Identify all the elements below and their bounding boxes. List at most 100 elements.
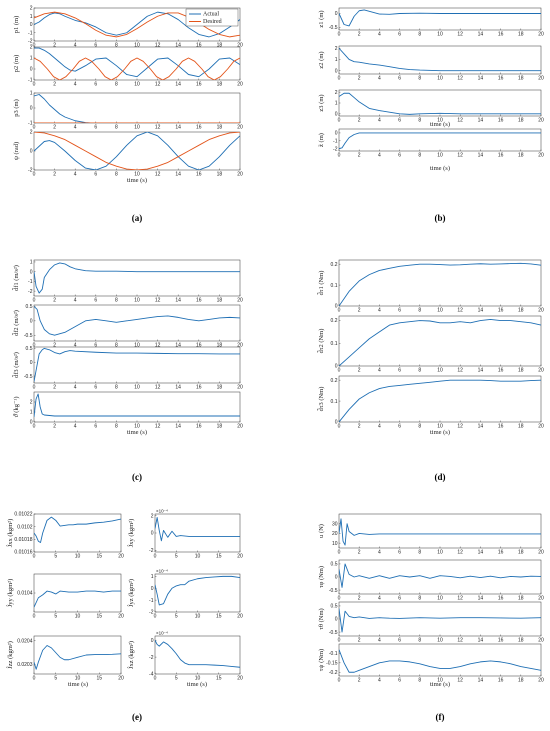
x-tick-label: 8 [115, 424, 118, 430]
axes-frame [33, 92, 241, 124]
x-tick-label: 20 [538, 638, 544, 644]
x-tick-label: 16 [498, 424, 504, 430]
x-tick-label: 18 [518, 308, 524, 314]
panel-label-f: (f) [436, 712, 445, 722]
x-tick-label: 4 [378, 153, 381, 159]
subplot-f-2: 0 2 4 6 8 10 12 14 16 18 20-0.500.5τφ (Nm) [318, 559, 544, 602]
series-line-actual [34, 645, 121, 670]
y-tick-label: -2 [333, 146, 338, 152]
x-tick-label: 12 [457, 118, 463, 124]
x-tick-label: 14 [478, 424, 484, 430]
subplot-c-3: 0 2 4 6 8 10 12 14 16 18 20-0.500.5d̂f3 (m/s²) [12, 346, 243, 390]
x-tick-label: 18 [217, 172, 223, 178]
series-line-actual [34, 590, 121, 608]
x-tick-label: 8 [418, 596, 421, 602]
x-tick-label: 20 [237, 676, 243, 682]
x-tick-label: 2 [358, 32, 361, 38]
x-tick-label: 15 [216, 676, 222, 682]
x-tick-label: 14 [478, 638, 484, 644]
x-tick-label: 10 [195, 676, 201, 682]
x-tick-label: 18 [518, 118, 524, 124]
x-tick-label: 0 [338, 153, 341, 159]
x-tick-label: 5 [175, 554, 178, 560]
x-tick-label: 8 [418, 76, 421, 82]
x-tick-label: 15 [216, 614, 222, 620]
x-tick-label: 0 [33, 676, 36, 682]
x-tick-label: 14 [175, 298, 181, 304]
y-tick-label: 20 [332, 531, 338, 537]
x-tick-label: 15 [216, 554, 222, 560]
x-tick-label: 18 [217, 385, 223, 391]
x-tick-label: 6 [94, 43, 97, 49]
axes-frame [338, 45, 542, 75]
x-tick-label: 20 [237, 424, 243, 430]
x-tick-label: 8 [115, 43, 118, 49]
x-tick-label: 2 [53, 82, 56, 88]
y-tick-label: -0.5 [24, 374, 33, 380]
x-tick-label: 2 [53, 125, 56, 131]
x-tick-label: 8 [115, 172, 118, 178]
y-tick-label: -2 [28, 289, 33, 295]
x-tick-label: 10 [195, 554, 201, 560]
x-tick-label: 0 [33, 614, 36, 620]
x-tick-label: 16 [196, 343, 202, 349]
x-tick-label: 0 [33, 554, 36, 560]
x-tick-label: 4 [74, 424, 77, 430]
y-tick-label: -0.5 [24, 333, 33, 339]
x-tick-label: 18 [518, 596, 524, 602]
series-line-actual [339, 318, 541, 366]
axes-frame [33, 259, 241, 297]
x-tick-label: 0 [338, 308, 341, 314]
y-axis-label: d̂τ1 (Nm) [317, 271, 325, 296]
series-line-actual [34, 393, 240, 418]
x-tick-label: 12 [155, 385, 161, 391]
x-tick-label: 0 [338, 424, 341, 430]
x-tick-label: 5 [54, 676, 57, 682]
x-tick-label: 20 [538, 678, 544, 684]
y-tick-label: 0 [335, 617, 338, 623]
x-tick-label: 4 [74, 125, 77, 131]
y-tick-label: 0 [151, 638, 154, 644]
axes-frame [338, 513, 542, 549]
x-tick-label: 14 [478, 76, 484, 82]
y-tick-label: 0.0104 [17, 591, 33, 597]
x-tick-label: 10 [134, 385, 140, 391]
axes-frame [154, 635, 241, 675]
axis-multiplier: ×10⁻⁴ [156, 509, 168, 514]
x-tick-label: 4 [378, 32, 381, 38]
y-tick-label: -1 [28, 279, 33, 285]
y-tick-label: -0.15 [326, 661, 338, 667]
x-tick-label: 0 [33, 298, 36, 304]
x-tick-label: 16 [196, 385, 202, 391]
x-axis-label-d: time (s) [430, 429, 450, 436]
axes-frame [33, 304, 241, 342]
y-tick-label: -4 [149, 672, 154, 678]
x-tick-label: 20 [118, 676, 124, 682]
x-tick-label: 20 [538, 368, 544, 374]
x-tick-label: 4 [378, 678, 381, 684]
x-tick-label: 14 [175, 172, 181, 178]
x-tick-label: 0 [33, 43, 36, 49]
x-tick-label: 6 [398, 596, 401, 602]
x-tick-label: 0 [154, 676, 157, 682]
x-tick-label: 16 [498, 678, 504, 684]
x-tick-label: 0 [33, 82, 36, 88]
y-tick-label: 0 [335, 304, 338, 310]
x-tick-label: 4 [378, 76, 381, 82]
x-tick-label: 2 [358, 424, 361, 430]
y-tick-label: 1 [335, 57, 338, 63]
x-tick-label: 0 [33, 125, 36, 131]
y-tick-label: 0.1 [331, 399, 338, 405]
y-tick-label: 0.01022 [14, 512, 32, 518]
x-tick-label: 15 [96, 554, 102, 560]
x-tick-label: 2 [358, 368, 361, 374]
x-tick-label: 10 [437, 118, 443, 124]
x-tick-label: 8 [115, 298, 118, 304]
y-tick-label: 0 [30, 319, 33, 325]
